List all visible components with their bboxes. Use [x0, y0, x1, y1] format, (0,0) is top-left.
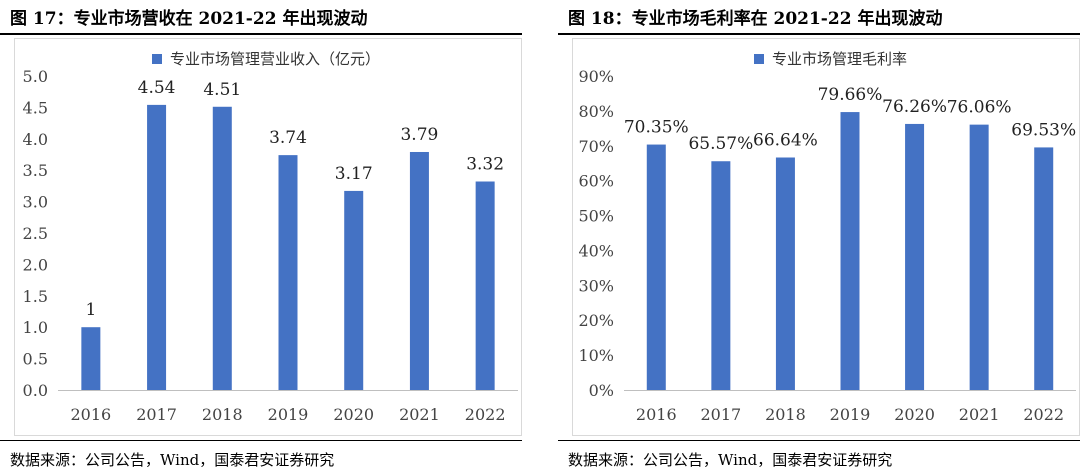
bar	[344, 190, 364, 390]
x-tick-label: 2017	[136, 405, 177, 424]
y-tick-label: 0%	[589, 381, 614, 400]
revenue-chart: 专业市场管理营业收入（亿元） 0.0 0.5 1.0 1.5 2.0 2.5 3.0 3.5 4.…	[14, 38, 522, 436]
data-label: 65.57%	[688, 134, 753, 154]
data-label: 69.53%	[1011, 120, 1076, 140]
x-tick-label: 2019	[268, 405, 309, 424]
data-label: 76.06%	[947, 98, 1012, 118]
y-tick-label: 4.5	[23, 98, 48, 117]
bar	[147, 104, 167, 390]
x-tick-label: 2016	[70, 405, 111, 424]
data-label: 1	[85, 300, 96, 320]
y-tick-label: 4.0	[23, 130, 48, 149]
y-tick-label: 0.5	[23, 350, 48, 369]
x-tick-label: 2022	[1023, 405, 1064, 424]
bar	[212, 106, 232, 390]
bar	[278, 155, 298, 390]
legend-label: 专业市场管理毛利率	[772, 50, 907, 68]
x-tick-label: 2021	[959, 405, 1000, 424]
legend: 专业市场管理毛利率	[754, 50, 907, 68]
bar	[409, 151, 429, 390]
data-label: 3.74	[269, 128, 307, 148]
x-tick-label: 2020	[333, 405, 374, 424]
title-divider	[558, 33, 1080, 35]
data-label: 76.26%	[882, 97, 947, 117]
y-tick-label: 1.0	[23, 318, 48, 337]
revenue-chart-frame: 专业市场管理营业收入（亿元） 0.0 0.5 1.0 1.5 2.0 2.5 3.0 3.5 4.…	[14, 38, 522, 436]
bar	[969, 124, 989, 391]
source-divider	[0, 440, 522, 441]
x-tick-label: 2019	[830, 405, 871, 424]
data-label: 3.17	[335, 164, 373, 184]
y-tick-label: 5.0	[23, 67, 48, 86]
bar	[905, 123, 925, 391]
legend-swatch	[754, 54, 764, 64]
gross-margin-chart-frame: 专业市场管理毛利率 0% 10% 20% 30% 40% 50% 60% 70% 80% 90% 70…	[572, 38, 1080, 436]
x-tick-label: 2016	[636, 405, 677, 424]
x-tick-label: 2021	[399, 405, 440, 424]
figure-17-panel: 图 17：专业市场营收在 2021-22 年出现波动 专业市场管理营业收入（亿元…	[0, 0, 522, 474]
source-note: 数据来源：公司公告，Wind，国泰君安证券研究	[568, 451, 893, 469]
y-tick-label: 80%	[578, 102, 614, 121]
x-tick-label: 2018	[765, 405, 806, 424]
legend-swatch	[152, 54, 162, 64]
y-tick-label: 20%	[578, 311, 614, 330]
y-tick-label: 1.5	[23, 287, 48, 306]
figure-title: 图 17：专业市场营收在 2021-22 年出现波动	[10, 9, 368, 29]
y-tick-label: 2.0	[23, 255, 48, 274]
data-label: 4.54	[138, 78, 176, 98]
data-label: 3.79	[400, 125, 438, 145]
bar	[646, 144, 666, 390]
gross-margin-chart: 专业市场管理毛利率 0% 10% 20% 30% 40% 50% 60% 70% 80% 90% 70…	[572, 38, 1080, 436]
y-tick-label: 30%	[578, 276, 614, 295]
y-tick-label: 2.5	[23, 224, 48, 243]
bar	[475, 181, 495, 390]
y-tick-label: 40%	[578, 241, 614, 260]
legend: 专业市场管理营业收入（亿元）	[152, 50, 380, 68]
title-divider	[0, 33, 522, 35]
x-tick-label: 2022	[465, 405, 506, 424]
source-divider	[558, 440, 1080, 441]
figure-18-panel: 图 18：专业市场毛利率在 2021-22 年出现波动 专业市场管理毛利率 0% 1…	[558, 0, 1080, 474]
figure-title: 图 18：专业市场毛利率在 2021-22 年出现波动	[568, 9, 943, 29]
y-tick-label: 0.0	[23, 381, 48, 400]
y-tick-label: 3.5	[23, 161, 48, 180]
x-tick-label: 2017	[700, 405, 741, 424]
x-tick-label: 2018	[202, 405, 243, 424]
data-label: 3.32	[466, 155, 504, 175]
y-tick-label: 90%	[578, 67, 614, 86]
y-tick-label: 60%	[578, 172, 614, 191]
data-label: 4.51	[203, 80, 241, 100]
source-note: 数据来源：公司公告，Wind，国泰君安证券研究	[10, 451, 335, 469]
y-tick-label: 10%	[578, 346, 614, 365]
bar	[711, 161, 731, 390]
bar	[840, 112, 860, 391]
y-tick-label: 3.0	[23, 193, 48, 212]
x-tick-label: 2020	[894, 405, 935, 424]
legend-label: 专业市场管理营业收入（亿元）	[170, 50, 380, 68]
bar	[775, 157, 795, 390]
data-label: 70.35%	[624, 118, 689, 138]
data-label: 66.64%	[753, 131, 818, 151]
y-tick-label: 70%	[578, 137, 614, 156]
data-label: 79.66%	[818, 85, 883, 105]
y-tick-label: 50%	[578, 207, 614, 226]
bar	[81, 327, 101, 390]
bar	[1034, 147, 1054, 390]
